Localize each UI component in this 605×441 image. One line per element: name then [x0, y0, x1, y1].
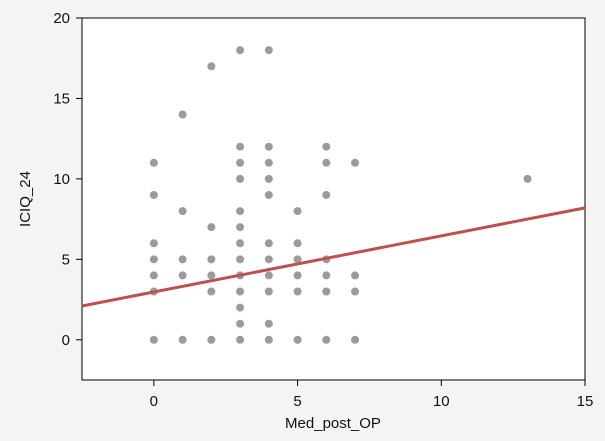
- data-point: [236, 335, 245, 344]
- x-axis: 0 5 10 15: [150, 380, 594, 410]
- data-point: [351, 287, 360, 296]
- y-tick-label: 0: [62, 332, 70, 349]
- y-tick-label: 10: [53, 171, 70, 188]
- data-point: [178, 271, 187, 280]
- data-point: [207, 271, 216, 280]
- data-point: [523, 174, 532, 183]
- data-point: [149, 335, 158, 344]
- data-point: [178, 255, 187, 264]
- data-point: [236, 46, 245, 55]
- data-point: [264, 142, 273, 151]
- y-tick-label: 20: [53, 10, 70, 27]
- data-point: [149, 158, 158, 167]
- data-point: [178, 110, 187, 119]
- x-axis-title: Med_post_OP: [285, 415, 381, 432]
- data-point: [293, 271, 302, 280]
- x-tick-label: 15: [577, 393, 594, 410]
- data-point: [207, 62, 216, 71]
- data-point: [178, 207, 187, 216]
- data-point: [264, 335, 273, 344]
- data-point: [264, 174, 273, 183]
- data-point: [149, 255, 158, 264]
- data-point: [351, 158, 360, 167]
- data-point: [178, 335, 187, 344]
- data-point: [236, 287, 245, 296]
- data-point: [264, 271, 273, 280]
- y-axis-title: ICIQ_24: [17, 171, 34, 227]
- data-point: [293, 239, 302, 248]
- data-point: [264, 158, 273, 167]
- plot-area: [81, 17, 586, 381]
- data-point: [236, 303, 245, 312]
- y-tick-label: 5: [62, 251, 70, 268]
- data-point: [293, 287, 302, 296]
- data-point: [322, 287, 331, 296]
- data-point: [264, 190, 273, 199]
- data-point: [264, 46, 273, 55]
- data-point: [149, 271, 158, 280]
- data-point: [149, 239, 158, 248]
- data-point: [322, 335, 331, 344]
- data-point: [149, 190, 158, 199]
- data-point: [351, 335, 360, 344]
- data-point: [236, 319, 245, 328]
- data-point: [236, 207, 245, 216]
- data-point: [236, 142, 245, 151]
- data-point: [207, 335, 216, 344]
- x-tick-label: 0: [150, 393, 158, 410]
- data-point: [351, 271, 360, 280]
- data-point: [264, 319, 273, 328]
- points-layer: [149, 46, 532, 344]
- data-point: [293, 335, 302, 344]
- x-tick-label: 5: [293, 393, 301, 410]
- data-point: [207, 223, 216, 232]
- y-tick-label: 15: [53, 90, 70, 107]
- data-point: [236, 255, 245, 264]
- data-point: [264, 287, 273, 296]
- data-point: [207, 287, 216, 296]
- data-point: [293, 207, 302, 216]
- data-point: [264, 239, 273, 248]
- fit-line-layer: [81, 206, 586, 308]
- data-point: [293, 255, 302, 264]
- data-point: [264, 255, 273, 264]
- data-point: [322, 142, 331, 151]
- data-point: [236, 239, 245, 248]
- y-axis: 0 5 10 15 20: [53, 10, 82, 349]
- x-tick-label: 10: [433, 393, 450, 410]
- data-point: [236, 174, 245, 183]
- data-point: [322, 271, 331, 280]
- regression-line: [81, 206, 586, 308]
- data-point: [236, 158, 245, 167]
- data-point: [236, 223, 245, 232]
- data-point: [207, 255, 216, 264]
- data-point: [322, 190, 331, 199]
- data-point: [322, 158, 331, 167]
